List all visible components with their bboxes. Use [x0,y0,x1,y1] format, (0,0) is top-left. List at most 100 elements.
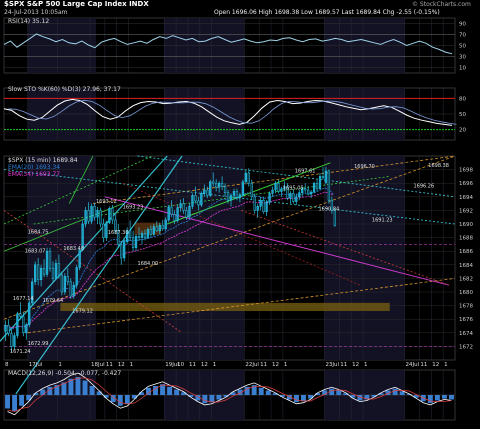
candle-body [312,182,316,193]
candle-body [149,229,153,235]
candle-body [203,189,206,194]
macd-hist-bar [96,391,102,395]
macd-hist-bar [145,387,151,395]
macd-hist-bar [12,395,18,412]
support-zone-box [60,302,390,312]
candle-body [259,199,262,207]
x-axis-label: 12 [272,362,279,368]
candle-body [155,226,158,232]
x-axis-label: 12 [432,362,439,368]
macd-hist-bar [124,395,130,404]
trendline [137,155,456,198]
sto-d-line [8,99,457,125]
x-axis-label: 22Jul [245,362,259,368]
candle-body [114,219,117,232]
candle-body [295,196,298,202]
candle-body [57,263,61,276]
candle-body [117,230,120,245]
price-tick-label: 1672 [459,344,473,350]
candle-body [72,284,75,297]
macd-hist-bar [153,386,158,395]
candle-body [191,195,194,207]
candle-body [31,281,34,304]
candle-body [75,267,78,286]
price-annotation: 1679.64 [43,298,64,304]
session-shade [27,156,96,360]
macd-hist-bar [160,384,166,395]
candle-body [212,181,215,184]
watermark: © StockCharts.com [412,1,471,8]
macd-hist-bar [286,395,292,400]
quote-line: Open 1696.06 High 1698.38 Low 1689.57 La… [214,9,440,16]
trendline [68,155,94,204]
price-tick-label: 1680 [459,290,473,296]
candle-body [111,208,114,221]
x-axis-label: 17Jul [29,362,43,368]
sto-label: Slow STO %K(60) %D(3) 27.96, 37.17 [8,86,121,93]
macd-hist-bar [237,389,243,395]
x-axis-label: 1 [213,362,217,368]
candle-body [333,210,336,226]
rsi-label: RSI(14) 35.12 [8,18,50,25]
candle-body [265,201,268,213]
macd-hist-bar [392,388,398,395]
candle-body [108,208,111,223]
candle-body [244,172,247,183]
macd-hist-bar [279,395,285,397]
candle-body [99,210,102,225]
candle-body [134,235,138,249]
candle-body [238,194,242,198]
price-annotation: 1687.30 [108,230,129,236]
price-tick-label: 1686 [459,249,473,255]
x-axis-label: 8 [5,362,9,368]
trendline [92,155,456,204]
candle-body [253,196,256,211]
price-tick-label: 1692 [459,208,473,214]
macd-hist-bar [293,395,299,403]
macd-hist-bar [315,393,321,395]
candle-body [271,189,274,194]
x-axis-label: 11 [106,362,113,368]
macd-hist-bar [110,395,116,403]
candle-body [120,244,123,259]
trendline [3,203,123,252]
candle-body [87,210,90,222]
macd-hist-bar [441,395,447,399]
candle-body [321,176,325,179]
price-tick-label: 1684 [459,263,473,269]
macd-hist-bar [343,393,349,395]
price-tick-label: 1676 [459,317,473,323]
macd-hist-bar [308,395,314,399]
macd-hist-bar [244,386,250,395]
candle-body [90,206,93,222]
macd-hist-bar [251,385,257,395]
candle-body [84,210,87,225]
price-annotation: 1684.00 [138,261,159,267]
candle-body [170,206,173,215]
candle-body [16,313,19,336]
candle-body [274,182,277,191]
candle-body [78,249,81,268]
candle-body [4,325,7,332]
macd-hist-bar [209,395,215,403]
candle-body [48,250,52,269]
candle-body [289,193,292,199]
price-legend-3: EMA(34) 1693.77 [8,171,61,178]
candle-body [19,313,22,317]
candle-body [200,193,203,206]
candle-body [66,276,69,283]
trendline [0,155,168,343]
candle-body [292,193,295,202]
macd-signal-line [7,377,452,412]
candle-body [268,193,271,203]
candle-body [158,225,161,232]
price-annotation: 1672.99 [28,341,49,347]
price-annotation: 1696.26 [413,183,434,189]
macd-hist-bar [89,386,95,395]
macd-hist-bar [138,392,144,395]
chart-title: $SPX S&P 500 Large Cap Index INDX [4,0,149,8]
x-axis-label: 12 [352,362,359,368]
candle-body [286,186,289,199]
candle-body [131,237,135,249]
candle-body [45,250,49,275]
